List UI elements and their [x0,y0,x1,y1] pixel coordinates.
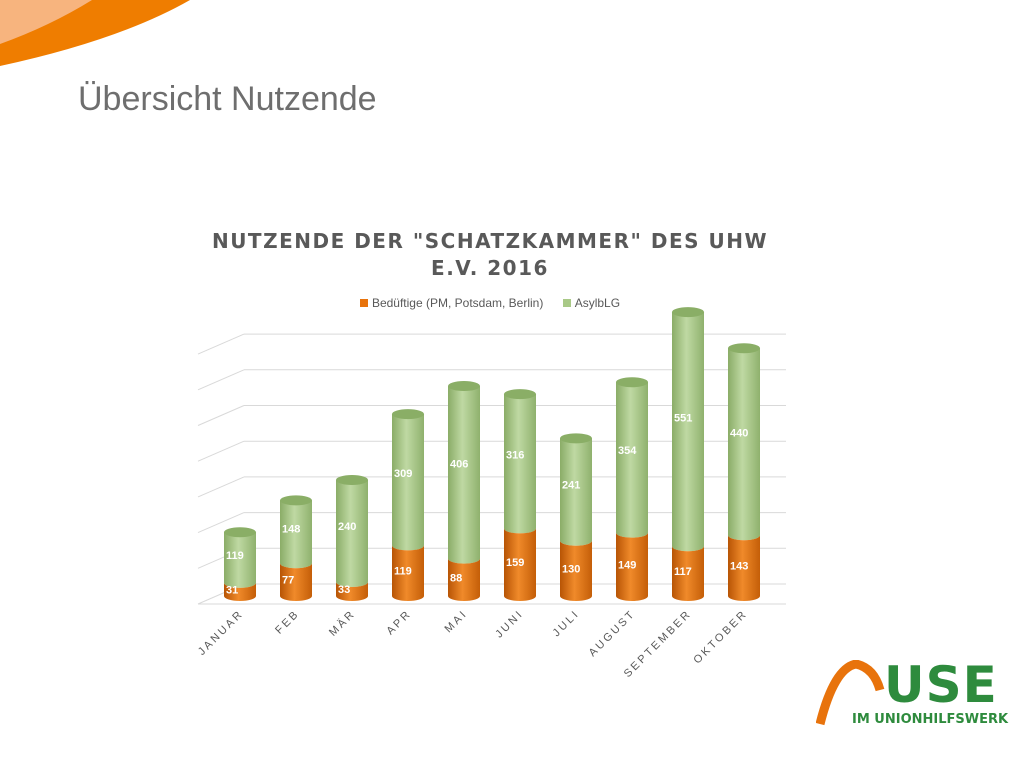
bar-segment-asylblg [224,532,256,588]
bar-segment-beduerftige [560,540,592,601]
x-tick-label: MÄR [327,608,358,639]
x-tick-label: MAI [442,608,470,636]
x-tick-label: JULI [551,608,583,640]
data-label-asylblg: 119 [226,550,244,562]
bar-segment-beduerftige [672,546,704,601]
data-label-asylblg: 309 [394,468,412,480]
chart-legend: Bedüftige (PM, Potsdam, Berlin) AsylbLG [0,296,980,310]
legend-swatch-orange [359,299,368,307]
bar-segment-beduerftige [616,532,648,601]
bar-segment-beduerftige [224,582,256,601]
bar-top-cap [280,495,312,506]
bar-group [392,409,424,601]
x-tick-label: OKTOBER [691,608,750,667]
legend-swatch-green [562,299,571,307]
bar-segment-beduerftige [280,563,312,601]
x-tick-label: JUNI [493,608,526,641]
bar-segment-beduerftige [336,581,368,601]
data-label-asylblg: 551 [674,412,692,424]
data-label-beduerftige: 88 [450,572,462,584]
house-roof-arc-icon [816,660,885,726]
legend-item-asylblg: AsylbLG [562,296,621,310]
bar-top-cap [616,377,648,388]
x-tick-label: JANUAR [196,608,246,658]
logo-wordmark: USE [884,656,998,714]
bars-layer [224,307,760,601]
bar-segment-asylblg [336,479,368,587]
gridline-side [197,369,245,391]
bar-segment-asylblg [560,438,592,546]
bar-top-cap [672,307,704,318]
bar-segment-asylblg [280,500,312,569]
bar-segment-beduerftige [504,528,536,601]
bar-top-cap [728,343,760,354]
data-label-beduerftige: 117 [674,566,692,578]
data-label-beduerftige: 119 [394,566,412,578]
data-label-asylblg: 354 [618,445,637,457]
bar-segment-asylblg [728,348,760,541]
data-label-beduerftige: 77 [282,575,294,587]
bar-segment-asylblg [672,312,704,552]
data-label-asylblg: 241 [562,479,580,491]
bar-group [560,433,592,601]
legend-label-asylblg: AsylbLG [574,296,621,310]
data-label-beduerftige: 149 [618,559,636,571]
bar-segment-asylblg [616,382,648,538]
data-label-asylblg: 148 [282,524,300,536]
x-tick-label: APR [384,608,414,638]
bar-top-cap [336,474,368,485]
bar-top-cap [392,409,424,420]
labels-layer: 31 119 77 148 33 240 119 309 88 406 159 316 130 241 14… [226,412,748,596]
bar-group [672,307,704,601]
gridline-side [197,512,245,534]
chart-title-line-2: E.V. 2016 [431,256,549,280]
bar-group [616,377,648,601]
data-label-asylblg: 440 [730,427,748,439]
bar-top-cap [448,381,480,392]
gridline-side [197,405,245,426]
bar-group [280,495,312,601]
logo-subtitle: IM UNIONHILFSWERK [852,712,1009,727]
bar-group [504,389,536,601]
bar-top-cap [224,527,256,538]
data-label-beduerftige: 159 [506,557,524,569]
data-label-asylblg: 240 [338,521,356,533]
data-label-beduerftige: 143 [730,561,748,573]
bar-group [448,381,480,601]
gridline-side [197,333,245,355]
bar-top-cap [504,389,536,400]
x-tick-label: FEB [273,608,302,637]
data-label-beduerftige: 130 [562,563,580,575]
gridline-side [197,476,245,498]
data-label-beduerftige: 33 [338,584,350,596]
data-label-asylblg: 316 [506,450,524,462]
slide-title: Übersicht Nutzende [78,80,377,118]
chart-title-line-1: NUTZENDE DER "SCHATZKAMMER" DES UHW [211,229,769,253]
use-logo: USE IM UNIONHILFSWERK [816,656,1009,732]
x-axis: JANUAR FEB MÄR APR MAI JUNI JULI AUGUSTSEPTEMBE… [196,608,750,680]
bar-segment-beduerftige [728,535,760,601]
data-label-asylblg: 406 [450,459,468,471]
legend-label-beduerftige: Bedüftige (PM, Potsdam, Berlin) [371,296,544,310]
bar-segment-beduerftige [448,558,480,601]
bar-segment-asylblg [448,386,480,564]
bar-segment-beduerftige [392,545,424,601]
bar-group [224,527,256,601]
x-tick-label: AUGUST [587,608,639,660]
bar-group [728,343,760,601]
corner-swoosh-decoration [0,0,190,66]
bar-top-cap [560,433,592,444]
legend-item-beduerftige: Bedüftige (PM, Potsdam, Berlin) [359,296,544,310]
bar-segment-asylblg [392,414,424,551]
chart-title: NUTZENDE DER "SCHATZKAMMER" DES UHW E.V.… [200,228,780,282]
bar-segment-asylblg [504,394,536,534]
data-label-beduerftige: 31 [226,584,238,596]
bar-group [336,474,368,601]
gridline-side [197,440,245,462]
